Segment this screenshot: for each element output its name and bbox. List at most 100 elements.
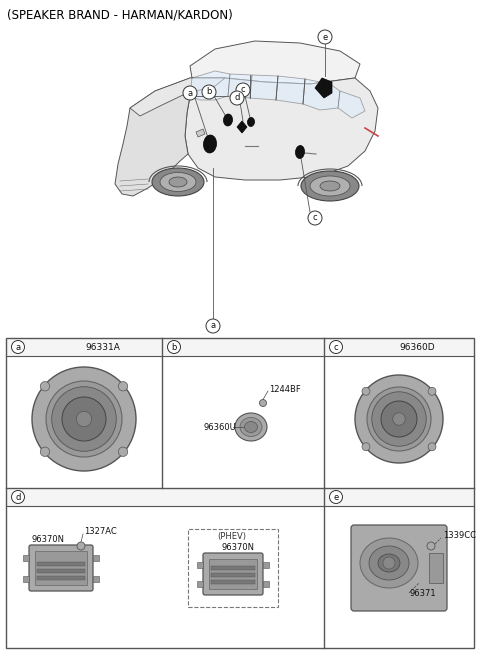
Circle shape	[46, 381, 122, 457]
Ellipse shape	[248, 117, 254, 127]
Ellipse shape	[296, 146, 304, 159]
Bar	[211, 573, 255, 577]
Circle shape	[381, 401, 417, 437]
Circle shape	[76, 411, 92, 426]
Bar	[211, 580, 255, 584]
Circle shape	[427, 542, 435, 550]
Text: 96331A: 96331A	[85, 342, 120, 352]
Polygon shape	[190, 71, 230, 100]
Bar	[23, 554, 29, 560]
Text: 96371: 96371	[409, 588, 436, 598]
Bar	[209, 559, 257, 589]
Ellipse shape	[320, 181, 340, 191]
Text: a: a	[187, 89, 192, 98]
Circle shape	[62, 397, 106, 441]
Text: c: c	[240, 85, 245, 94]
Polygon shape	[338, 91, 365, 118]
Circle shape	[393, 413, 405, 425]
Ellipse shape	[235, 413, 267, 441]
Circle shape	[372, 392, 426, 446]
Text: c: c	[334, 342, 338, 352]
Circle shape	[183, 86, 197, 100]
Polygon shape	[250, 75, 278, 100]
Circle shape	[77, 542, 85, 550]
Circle shape	[202, 85, 216, 99]
Circle shape	[329, 340, 343, 354]
Circle shape	[260, 400, 266, 407]
Text: e: e	[334, 493, 338, 501]
Polygon shape	[228, 74, 252, 98]
Circle shape	[168, 340, 180, 354]
Circle shape	[367, 387, 431, 451]
Circle shape	[362, 443, 370, 451]
Text: c: c	[312, 213, 317, 222]
Circle shape	[236, 83, 250, 97]
Polygon shape	[315, 78, 332, 98]
Circle shape	[318, 30, 332, 44]
Bar	[37, 562, 85, 566]
FancyBboxPatch shape	[351, 525, 447, 611]
Polygon shape	[190, 41, 360, 84]
Ellipse shape	[204, 135, 216, 153]
Text: 96360D: 96360D	[399, 342, 435, 352]
Ellipse shape	[244, 422, 257, 432]
Bar	[6, 338, 162, 356]
Circle shape	[428, 443, 436, 451]
Bar	[37, 576, 85, 580]
Text: 96370N: 96370N	[31, 535, 64, 544]
Text: 96360U: 96360U	[203, 422, 236, 432]
Text: b: b	[171, 342, 177, 352]
Ellipse shape	[224, 114, 232, 126]
Text: (SPEAKER BRAND - HARMAN/KARDON): (SPEAKER BRAND - HARMAN/KARDON)	[7, 8, 233, 21]
Ellipse shape	[301, 171, 359, 201]
Text: d: d	[15, 493, 21, 501]
Polygon shape	[130, 78, 225, 116]
Circle shape	[329, 491, 343, 504]
Ellipse shape	[160, 173, 196, 192]
Text: a: a	[15, 342, 21, 352]
Ellipse shape	[360, 538, 418, 588]
Circle shape	[119, 382, 128, 391]
Bar	[188, 529, 278, 607]
Ellipse shape	[378, 554, 400, 572]
Bar	[6, 338, 474, 648]
Circle shape	[308, 211, 322, 225]
Bar	[263, 581, 269, 586]
Polygon shape	[196, 129, 205, 137]
Circle shape	[40, 447, 49, 457]
Polygon shape	[115, 78, 192, 196]
Bar	[429, 553, 443, 583]
Bar	[162, 338, 324, 356]
Text: e: e	[323, 33, 328, 41]
Bar	[93, 575, 99, 581]
Circle shape	[119, 447, 128, 457]
Bar	[263, 562, 269, 567]
Circle shape	[428, 387, 436, 396]
Polygon shape	[303, 79, 340, 110]
Circle shape	[362, 387, 370, 396]
Bar	[93, 554, 99, 560]
Bar	[35, 551, 87, 585]
Circle shape	[40, 382, 49, 391]
Ellipse shape	[169, 177, 187, 187]
Circle shape	[355, 375, 443, 463]
Ellipse shape	[369, 546, 409, 580]
Text: d: d	[234, 94, 240, 102]
Circle shape	[52, 386, 116, 451]
Bar	[197, 562, 203, 567]
Circle shape	[230, 91, 244, 105]
Bar	[37, 569, 85, 573]
Text: 96370N: 96370N	[221, 543, 254, 552]
Circle shape	[32, 367, 136, 471]
Ellipse shape	[310, 176, 350, 196]
Text: (PHEV): (PHEV)	[217, 533, 246, 541]
Polygon shape	[237, 121, 247, 133]
Text: 1327AC: 1327AC	[84, 527, 117, 537]
Text: a: a	[210, 321, 216, 331]
FancyBboxPatch shape	[203, 553, 263, 595]
Bar	[197, 581, 203, 586]
Bar	[211, 566, 255, 570]
Text: 1244BF: 1244BF	[269, 384, 301, 394]
FancyBboxPatch shape	[29, 545, 93, 591]
Ellipse shape	[240, 417, 262, 436]
